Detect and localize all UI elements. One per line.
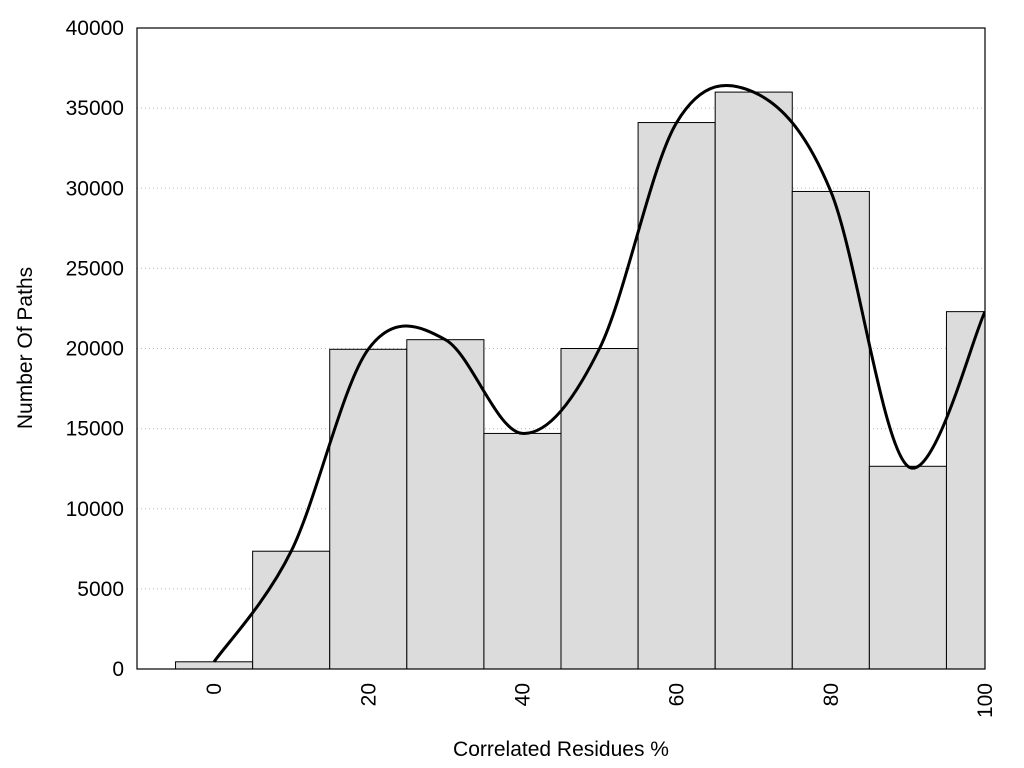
bar (329, 348, 408, 669)
x-tick-label: 0 (203, 683, 226, 695)
bar (175, 661, 254, 669)
y-tick-label: 35000 (66, 97, 124, 120)
smooth-line (212, 83, 985, 663)
bar (252, 550, 331, 669)
plot-frame (136, 27, 986, 670)
x-tick-label: 80 (820, 683, 843, 706)
y-axis-label: Number Of Paths (14, 267, 37, 429)
y-tick-label: 10000 (66, 498, 124, 521)
x-tick-label: 20 (357, 683, 380, 706)
bar (483, 432, 562, 669)
y-tick-label: 25000 (66, 257, 124, 280)
y-tick-label: 20000 (66, 338, 124, 361)
y-tick-label: 40000 (66, 17, 124, 40)
x-axis-label: Correlated Residues % (453, 738, 669, 761)
bars (175, 91, 985, 669)
x-tick-label: 60 (666, 683, 689, 706)
bar (637, 122, 716, 669)
x-tick-label: 40 (511, 683, 534, 706)
bar (560, 348, 639, 669)
labels: 0 5000 10000 15000 20000 25000 30000 35000 40000… (66, 17, 997, 718)
overlay (212, 83, 985, 663)
y-tick-label: 5000 (77, 578, 124, 601)
bar (406, 339, 485, 669)
x-tick-label: 100 (974, 683, 997, 718)
y-tick-label: 0 (112, 658, 124, 681)
bar (714, 91, 793, 669)
bar (791, 190, 870, 669)
bar (868, 465, 947, 669)
y-tick-label: 30000 (66, 177, 124, 200)
bar (945, 311, 985, 669)
y-tick-label: 15000 (66, 418, 124, 441)
